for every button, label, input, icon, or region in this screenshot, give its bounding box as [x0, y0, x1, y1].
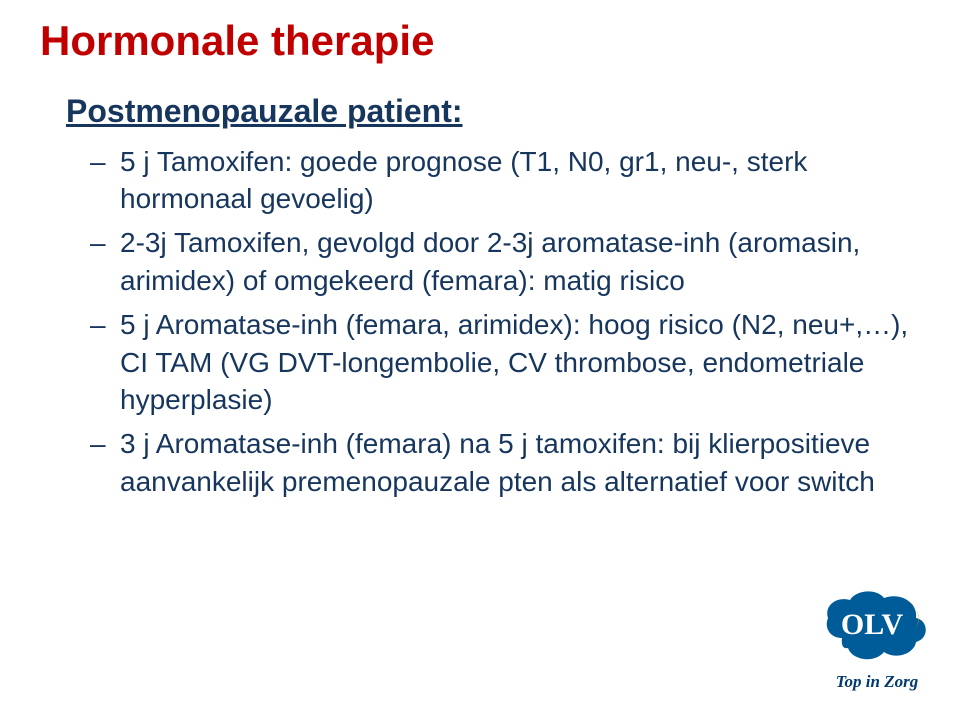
- bullet-item: 5 j Tamoxifen: goede prognose (T1, N0, g…: [90, 143, 920, 219]
- bullet-item: 2-3j Tamoxifen, gevolgd door 2-3j aromat…: [90, 224, 920, 300]
- bullet-item: 5 j Aromatase-inh (femara, arimidex): ho…: [90, 306, 920, 419]
- bullet-list: 5 j Tamoxifen: goede prognose (T1, N0, g…: [90, 143, 920, 501]
- slide-title: Hormonale therapie: [40, 18, 920, 64]
- logo-caption: Top in Zorg: [822, 672, 932, 692]
- slide-subtitle: Postmenopauzale patient:: [66, 92, 920, 130]
- olv-logo-icon: OLV: [822, 588, 932, 666]
- logo-text: OLV: [841, 608, 904, 641]
- logo: OLV Top in Zorg: [822, 588, 932, 692]
- bullet-item: 3 j Aromatase-inh (femara) na 5 j tamoxi…: [90, 425, 920, 501]
